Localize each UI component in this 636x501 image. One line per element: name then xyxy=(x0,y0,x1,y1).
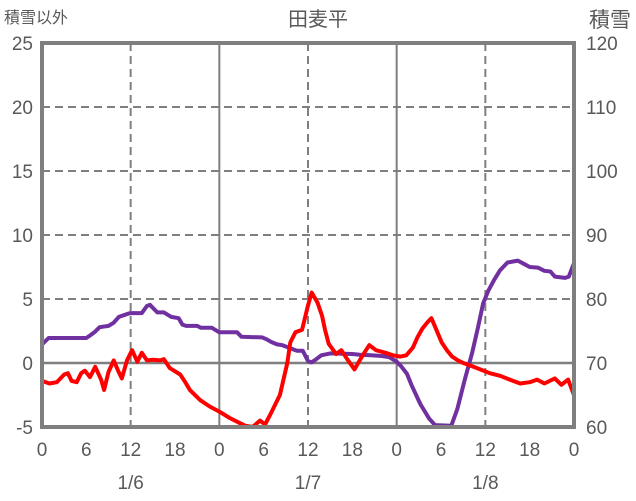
x-axis-hour-label: 12 xyxy=(475,440,496,461)
y-axis-right-tick-label: 60 xyxy=(586,418,607,439)
x-axis-hour-label: 18 xyxy=(164,440,185,461)
x-axis-hour-label: 6 xyxy=(258,440,269,461)
x-axis-day-label: 1/7 xyxy=(295,473,321,494)
y-axis-right-tick-label: 90 xyxy=(586,226,607,247)
left-axis-title: 積雪以外 xyxy=(4,10,69,27)
x-axis-hour-label: 0 xyxy=(391,440,402,461)
x-axis-hour-label: 0 xyxy=(569,440,580,461)
y-axis-left-tick-label: -5 xyxy=(16,418,33,439)
x-axis-hour-label: 12 xyxy=(120,440,141,461)
x-axis-hour-label: 6 xyxy=(436,440,447,461)
y-axis-left-tick-label: 25 xyxy=(12,34,33,55)
x-axis-day-label: 1/8 xyxy=(472,473,498,494)
series-line-snow xyxy=(40,258,576,428)
y-axis-left-tick-label: 0 xyxy=(22,354,33,375)
y-axis-right-tick-label: 80 xyxy=(586,290,607,311)
x-axis-hour-label: 18 xyxy=(519,440,540,461)
y-axis-right-tick-label: 110 xyxy=(586,98,616,119)
x-axis-hour-label: 12 xyxy=(297,440,318,461)
x-axis-hour-label: 0 xyxy=(214,440,225,461)
x-axis-day-label: 1/6 xyxy=(117,473,143,494)
y-axis-right-tick-label: 100 xyxy=(586,162,618,183)
series-line-other xyxy=(40,290,576,429)
y-axis-left-tick-label: 5 xyxy=(22,290,33,311)
y-axis-right-tick-label: 120 xyxy=(586,34,618,55)
x-axis-hour-label: 0 xyxy=(37,440,48,461)
y-axis-right-tick-label: 70 xyxy=(586,354,607,375)
y-axis-left-tick-label: 10 xyxy=(12,226,33,247)
chart-title: 田麦平 xyxy=(288,9,348,31)
x-axis-hour-label: 6 xyxy=(81,440,92,461)
x-axis-hour-label: 18 xyxy=(342,440,363,461)
right-axis-title: 積雪 xyxy=(589,9,631,32)
y-axis-left-tick-label: 20 xyxy=(12,98,33,119)
y-axis-left-tick-label: 15 xyxy=(12,162,33,183)
plot-frame xyxy=(40,41,576,429)
